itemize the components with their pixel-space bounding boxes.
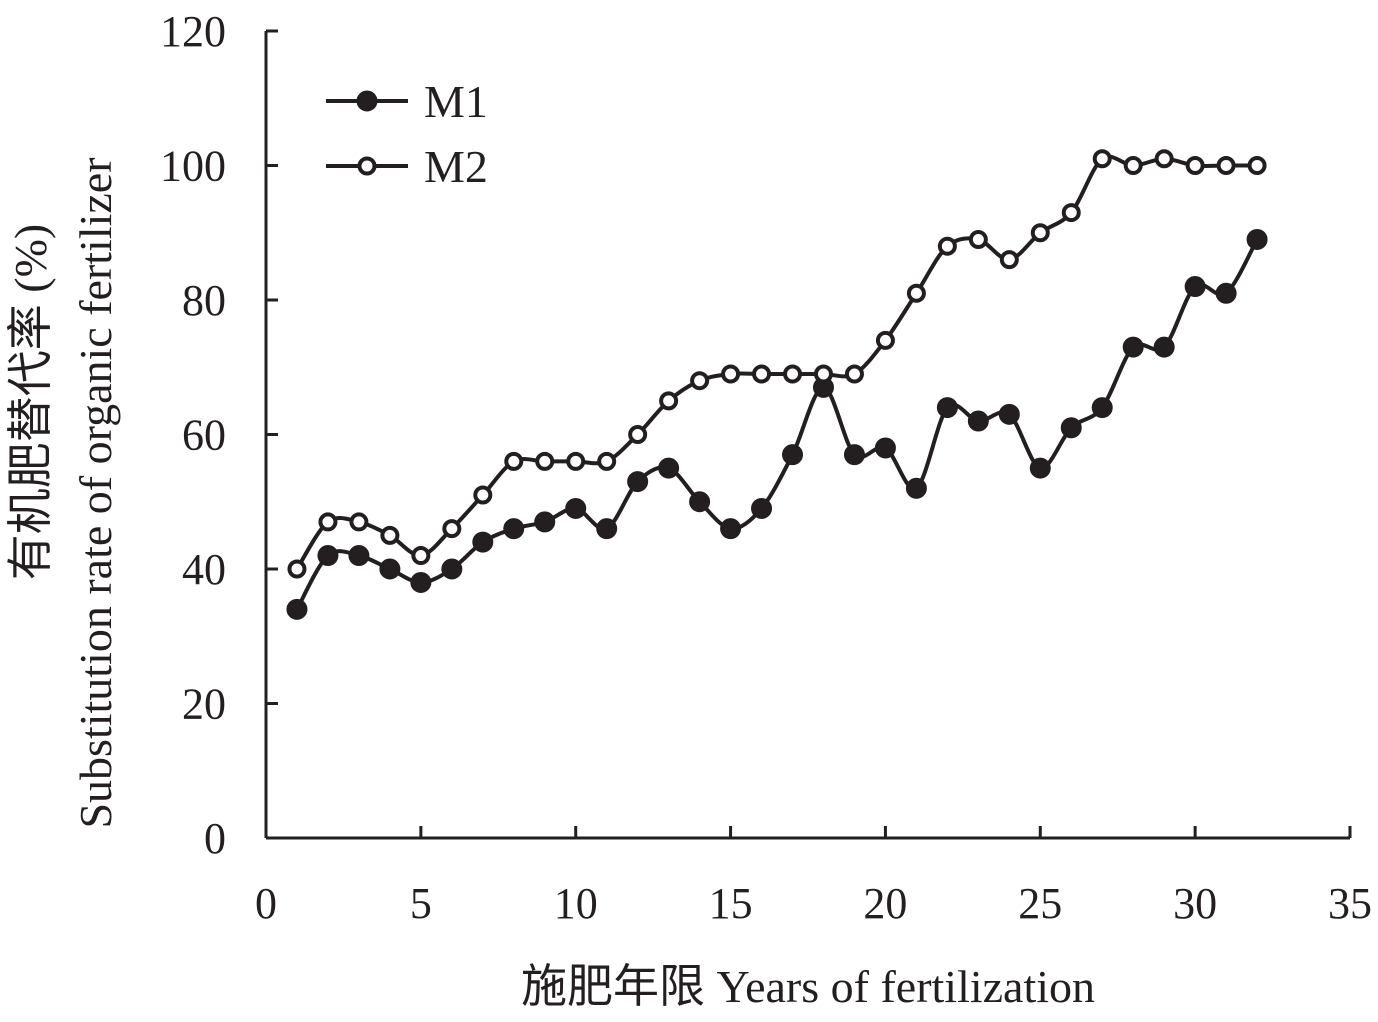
y-axis-title-english: Substitution rate of organic fertilizer xyxy=(70,157,121,828)
series-layer xyxy=(286,149,1268,620)
data-point-m2 xyxy=(318,512,338,532)
y-tick-label: 20 xyxy=(182,680,226,729)
data-point-m1 xyxy=(658,457,680,479)
x-tick-label: 20 xyxy=(863,879,907,928)
data-point-m1 xyxy=(379,558,401,580)
x-tick-label: 10 xyxy=(554,879,598,928)
data-point-m2 xyxy=(752,364,772,384)
x-tick-label: 15 xyxy=(709,879,753,928)
data-point-m1 xyxy=(441,558,463,580)
data-point-m2 xyxy=(597,451,617,471)
x-tick-label: 25 xyxy=(1018,879,1062,928)
y-tick-label: 100 xyxy=(160,142,226,191)
data-point-m2 xyxy=(1154,149,1174,169)
data-point-m1 xyxy=(720,518,742,540)
y-tick-label: 0 xyxy=(204,814,226,863)
data-point-m2 xyxy=(937,236,957,256)
data-point-m1 xyxy=(534,511,556,533)
data-point-m2 xyxy=(968,229,988,249)
data-point-m2 xyxy=(813,364,833,384)
data-point-m2 xyxy=(1123,156,1143,175)
data-point-m1 xyxy=(410,571,432,593)
data-point-m1 xyxy=(751,497,773,519)
data-point-m2 xyxy=(380,525,400,545)
series-line-m2 xyxy=(295,154,1258,571)
data-point-m1 xyxy=(843,444,865,466)
data-point-m2 xyxy=(349,512,369,532)
data-point-m2 xyxy=(1247,156,1267,175)
data-point-m1 xyxy=(286,598,308,620)
data-point-m1 xyxy=(317,545,339,567)
legend-marker xyxy=(357,156,377,176)
data-point-m1 xyxy=(905,477,927,499)
data-point-m1 xyxy=(689,491,711,513)
data-point-m2 xyxy=(906,283,926,303)
data-point-m2 xyxy=(999,250,1019,270)
x-tick-label: 0 xyxy=(255,879,277,928)
x-tick-label: 5 xyxy=(410,879,432,928)
data-point-m1 xyxy=(472,531,494,553)
series-m2 xyxy=(287,149,1267,579)
data-point-m2 xyxy=(628,425,648,444)
y-tick-label: 80 xyxy=(182,276,226,325)
data-point-m2 xyxy=(721,364,741,384)
data-point-m2 xyxy=(1030,223,1050,243)
data-point-m2 xyxy=(659,391,679,411)
x-tick-label: 30 xyxy=(1173,879,1217,928)
legend-label: M2 xyxy=(424,141,488,192)
data-point-m1 xyxy=(565,497,587,519)
legend-item-m2: M2 xyxy=(326,141,488,192)
data-point-m2 xyxy=(535,451,555,471)
data-point-m1 xyxy=(874,437,896,459)
data-point-m2 xyxy=(473,485,493,505)
x-tick-label: 35 xyxy=(1328,879,1372,928)
series-m1 xyxy=(286,228,1268,620)
data-point-m1 xyxy=(627,471,649,493)
data-point-m2 xyxy=(1216,156,1236,175)
data-point-m1 xyxy=(1091,397,1113,419)
legend-marker xyxy=(356,90,378,112)
legend-item-m1: M1 xyxy=(326,76,488,127)
data-point-m1 xyxy=(967,410,989,432)
data-point-m2 xyxy=(1092,149,1112,169)
data-point-m2 xyxy=(504,451,524,471)
data-point-m2 xyxy=(566,451,586,471)
data-point-m1 xyxy=(1215,282,1237,304)
data-point-m2 xyxy=(783,364,803,384)
data-point-m1 xyxy=(1246,228,1268,250)
data-point-m1 xyxy=(348,545,370,567)
y-tick-label: 120 xyxy=(160,7,226,56)
data-point-m1 xyxy=(936,397,958,419)
data-point-m1 xyxy=(1153,336,1175,358)
data-point-m2 xyxy=(411,546,431,566)
data-point-m2 xyxy=(1185,156,1205,175)
data-point-m1 xyxy=(782,444,804,466)
data-point-m2 xyxy=(875,330,895,350)
data-point-m1 xyxy=(596,518,618,540)
y-tick-label: 40 xyxy=(182,545,226,594)
data-point-m2 xyxy=(442,519,462,539)
data-point-m1 xyxy=(1122,336,1144,358)
y-tick-label: 60 xyxy=(182,411,226,460)
axes: 0 20 40 60 80 100 120 0 5 10 15 20 25 30 35 xyxy=(160,7,1372,928)
data-point-m2 xyxy=(287,559,307,579)
data-point-m2 xyxy=(690,371,710,391)
data-point-m1 xyxy=(1029,457,1051,479)
x-axis-title: 施肥年限 Years of fertilization xyxy=(521,961,1095,1012)
series-line-m1 xyxy=(295,238,1259,611)
data-point-m1 xyxy=(1060,417,1082,439)
data-point-m1 xyxy=(1184,276,1206,298)
y-axis-title-chinese: 有机肥替代率 (%) xyxy=(5,224,56,580)
data-point-m1 xyxy=(998,403,1020,425)
data-point-m2 xyxy=(1061,203,1081,223)
data-point-m1 xyxy=(503,518,525,540)
legend-label: M1 xyxy=(424,76,488,127)
data-point-m2 xyxy=(844,364,864,384)
